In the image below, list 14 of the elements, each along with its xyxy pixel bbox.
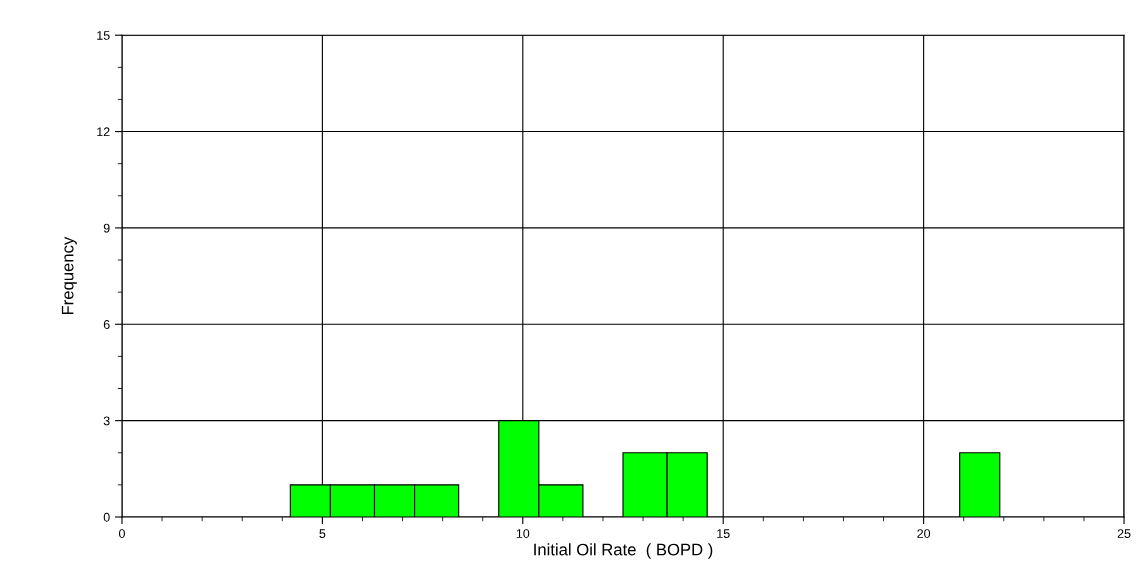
x-tick-label: 0: [118, 529, 125, 538]
x-axis-title: Initial Oil Rate ( BOPD ): [534, 543, 713, 559]
x-tick-label: 25: [1117, 529, 1131, 538]
y-tick-label: 6: [103, 320, 110, 329]
y-tick-label: 12: [97, 127, 110, 137]
x-tick-label: 10: [516, 529, 530, 538]
y-tick-label: 3: [103, 416, 110, 426]
y-axis-title: Frequency: [61, 236, 77, 315]
y-tick-label: 15: [97, 31, 110, 40]
x-tick-label: 20: [917, 529, 931, 538]
x-tick-label: 5: [319, 529, 326, 538]
y-tick-label: 0: [103, 512, 110, 522]
x-tick-label: 15: [717, 529, 730, 538]
y-tick-label: 9: [103, 223, 110, 233]
